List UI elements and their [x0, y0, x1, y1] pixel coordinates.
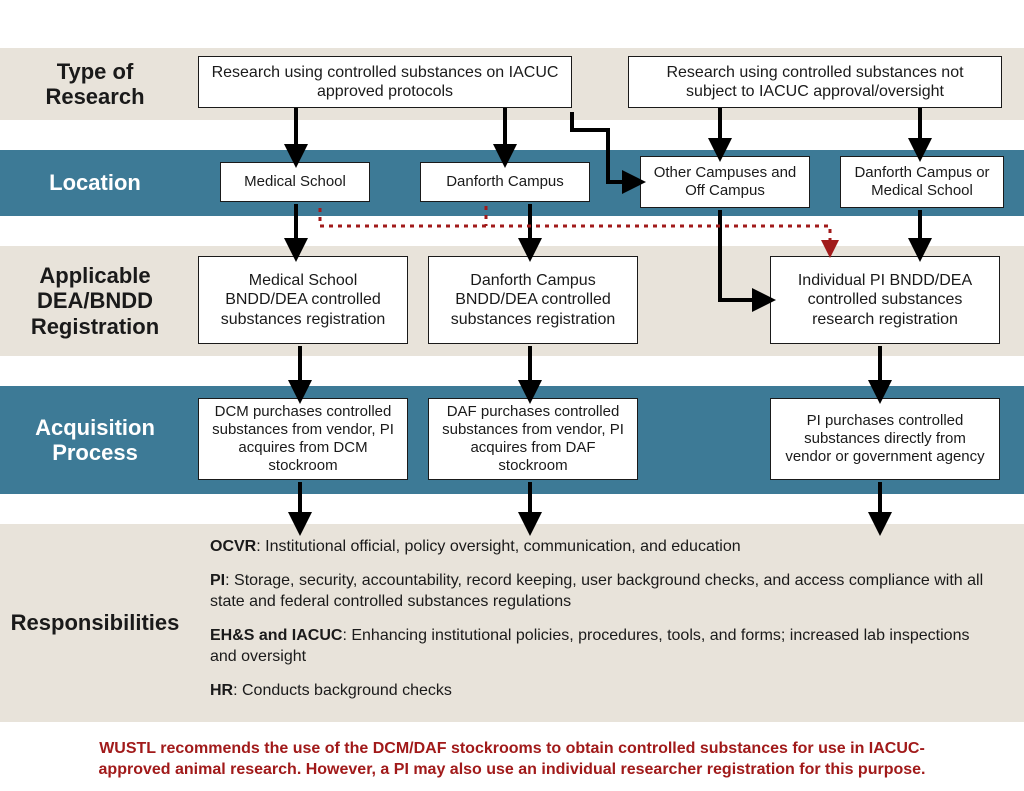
box-acq_dcm: DCM purchases controlled substances from… — [198, 398, 408, 480]
box-acq_pi: PI purchases controlled substances direc… — [770, 398, 1000, 480]
box-loc_danmed: Danforth Campus or Medical School — [840, 156, 1004, 208]
box-reg_dan: Danforth Campus BNDD/DEA controlled subs… — [428, 256, 638, 344]
box-reg_pi: Individual PI BNDD/DEA controlled substa… — [770, 256, 1000, 344]
box-research_b: Research using controlled substances not… — [628, 56, 1002, 108]
box-research_a: Research using controlled substances on … — [198, 56, 572, 108]
band-label-responsibilities: Responsibilities — [0, 524, 190, 722]
band-label-registration: Applicable DEA/BNDD Registration — [0, 246, 190, 356]
flowchart-container: Type ofResearch Location Applicable DEA/BN… — [0, 0, 1024, 791]
box-acq_daf: DAF purchases controlled substances from… — [428, 398, 638, 480]
footnote: WUSTL recommends the use of the DCM/DAF … — [80, 739, 944, 781]
box-loc_dan: Danforth Campus — [420, 162, 590, 202]
band-label-research: Type ofResearch — [0, 48, 190, 120]
responsibility-item: OCVR: Institutional official, policy ove… — [210, 536, 1000, 558]
band-label-location: Location — [0, 150, 190, 216]
band-label-acquisition: Acquisition Process — [0, 386, 190, 494]
responsibility-item: PI: Storage, security, accountability, r… — [210, 570, 1000, 613]
box-loc_med: Medical School — [220, 162, 370, 202]
responsibility-item: HR: Conducts background checks — [210, 680, 1000, 702]
box-loc_other: Other Campuses and Off Campus — [640, 156, 810, 208]
responsibility-item: EH&S and IACUC: Enhancing institutional … — [210, 625, 1000, 668]
box-reg_med: Medical School BNDD/DEA controlled subst… — [198, 256, 408, 344]
responsibilities-text: OCVR: Institutional official, policy ove… — [210, 536, 1000, 714]
